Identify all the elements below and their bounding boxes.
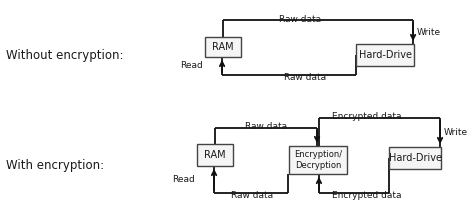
Text: Hard-Drive: Hard-Drive (389, 153, 441, 163)
Text: RAM: RAM (204, 150, 226, 160)
Text: Encrypted data: Encrypted data (332, 191, 401, 200)
Text: Raw data: Raw data (284, 73, 326, 82)
Text: With encryption:: With encryption: (6, 158, 104, 172)
Text: Hard-Drive: Hard-Drive (358, 50, 411, 60)
Text: Encryption/
Decryption: Encryption/ Decryption (294, 150, 342, 170)
Text: Write: Write (416, 28, 440, 37)
Text: Read: Read (172, 175, 195, 184)
FancyBboxPatch shape (205, 37, 241, 57)
Text: Read: Read (180, 62, 202, 70)
Text: Write: Write (443, 128, 467, 137)
Text: Without encryption:: Without encryption: (6, 48, 124, 62)
FancyBboxPatch shape (197, 144, 233, 166)
FancyBboxPatch shape (356, 44, 414, 66)
Text: RAM: RAM (212, 42, 234, 52)
Text: Raw data: Raw data (279, 15, 321, 24)
FancyBboxPatch shape (289, 146, 347, 174)
Text: Raw data: Raw data (231, 191, 273, 200)
Text: Raw data: Raw data (246, 122, 288, 131)
Text: Encrypted data: Encrypted data (332, 112, 401, 121)
FancyBboxPatch shape (389, 147, 441, 169)
